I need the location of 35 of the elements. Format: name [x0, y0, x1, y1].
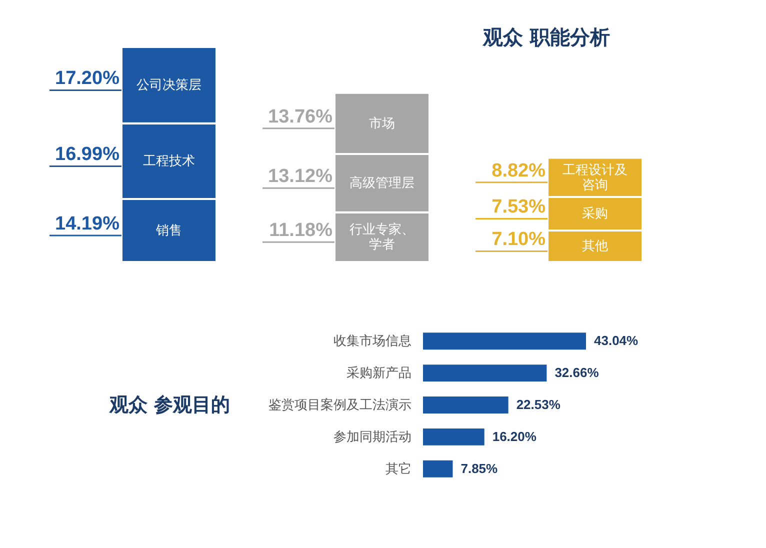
data-label: 43.04% — [594, 333, 639, 348]
series-label: 市场 — [369, 116, 395, 132]
series-label: 工程技术 — [142, 154, 195, 170]
data-label: 16.20% — [492, 428, 537, 444]
series-label: 工程设计及咨询 — [562, 162, 628, 193]
series-label: 公司决策层 — [136, 78, 202, 94]
chart-title: 观众 职能分析 — [482, 25, 610, 49]
series-label: 高级管理层 — [350, 175, 414, 192]
y-tick-label: 收集市场信息 — [334, 334, 412, 350]
data-label: 11.18% — [269, 220, 333, 242]
data-label: 7.10% — [492, 229, 546, 250]
series-label: 行业专家、学者 — [350, 222, 414, 253]
series-label: 其他 — [582, 239, 608, 254]
data-label: 13.12% — [268, 166, 333, 188]
y-tick-label: 鉴赏项目案例及工法演示 — [268, 397, 412, 413]
bar — [423, 428, 484, 446]
text: 观众 参观目的 — [108, 394, 230, 416]
data-label: 17.20% — [55, 68, 120, 90]
bar — [423, 460, 453, 478]
y-tick-label: 其它 — [386, 460, 412, 477]
bar — [423, 396, 508, 414]
series-label: 销售 — [154, 223, 182, 238]
data-label: 16.99% — [55, 144, 120, 166]
data-label: 8.82% — [492, 160, 546, 182]
data-label: 7.85% — [460, 460, 498, 476]
series-label: 采购 — [582, 206, 608, 222]
data-label: 14.19% — [55, 213, 120, 234]
data-label: 22.53% — [516, 397, 561, 412]
data-label: 13.76% — [268, 106, 333, 128]
y-tick-label: 采购新产品 — [346, 366, 412, 382]
data-label: 32.66% — [554, 365, 600, 380]
bar — [423, 332, 586, 350]
bar — [423, 364, 547, 382]
data-label: 7.53% — [492, 196, 546, 218]
y-tick-label: 参加同期活动 — [334, 430, 412, 445]
